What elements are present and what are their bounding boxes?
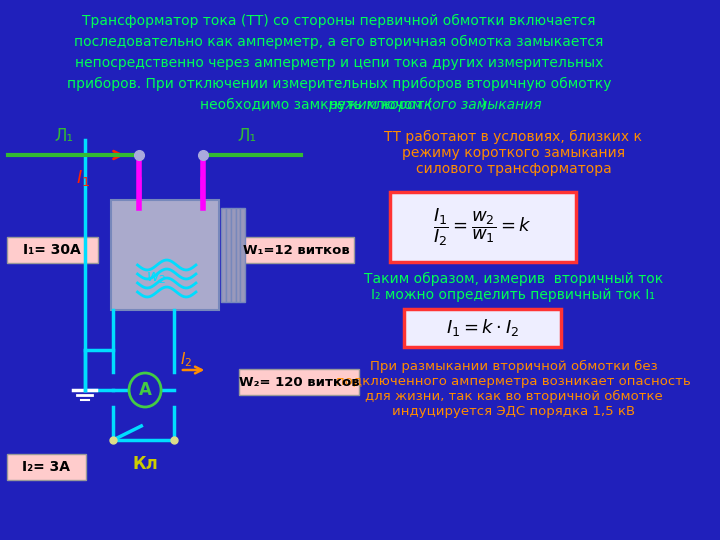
Circle shape (129, 373, 161, 407)
Text: ТТ работают в условиях, близких к
режиму короткого замыкания
силового трансформа: ТТ работают в условиях, близких к режиму… (384, 130, 642, 177)
Bar (231, 208, 235, 302)
Text: $I_2$: $I_2$ (180, 350, 192, 369)
Text: $w_2$: $w_2$ (146, 270, 166, 286)
Text: $\dfrac{I_1}{I_2} = \dfrac{w_2}{w_1} = k$: $\dfrac{I_1}{I_2} = \dfrac{w_2}{w_1} = k… (433, 206, 531, 248)
Bar (125, 215, 205, 295)
Text: приборов. При отключении измерительных приборов вторичную обмотку: приборов. При отключении измерительных п… (67, 77, 611, 91)
Bar (240, 208, 245, 302)
Text: При размыкании вторичной обмотки без
подключенного амперметра возникает опасност: При размыкании вторичной обмотки без под… (336, 360, 690, 418)
Text: Таким образом, измерив  вторичный ток
I₂ можно определить первичный ток I₁: Таким образом, измерив вторичный ток I₂ … (364, 272, 663, 302)
Text: I₂= 3А: I₂= 3А (22, 460, 70, 474)
Bar (221, 208, 226, 302)
Text: Кл: Кл (132, 455, 158, 473)
Bar (235, 208, 240, 302)
FancyBboxPatch shape (6, 237, 98, 263)
Text: I₁= 30А: I₁= 30А (24, 243, 81, 257)
Text: Трансформатор тока (ТТ) со стороны первичной обмотки включается: Трансформатор тока (ТТ) со стороны перви… (82, 14, 596, 28)
Text: непосредственно через амперметр и цепи тока других измерительных: непосредственно через амперметр и цепи т… (75, 56, 603, 70)
FancyBboxPatch shape (404, 309, 562, 347)
Text: последовательно как амперметр, а его вторичная обмотка замыкается: последовательно как амперметр, а его вто… (74, 35, 604, 49)
Bar (130, 220, 201, 290)
Text: ): ) (480, 98, 486, 112)
FancyBboxPatch shape (239, 237, 354, 263)
Bar (111, 200, 220, 310)
Text: $w_1$: $w_1$ (156, 205, 176, 221)
Text: $I_1$: $I_1$ (76, 168, 90, 188)
Text: W₁=12 витков: W₁=12 витков (243, 244, 350, 256)
FancyBboxPatch shape (390, 192, 575, 262)
FancyBboxPatch shape (6, 454, 86, 480)
Text: $I_1 = k \cdot I_2$: $I_1 = k \cdot I_2$ (446, 318, 519, 339)
Text: режим короткого замыкания: режим короткого замыкания (328, 98, 541, 112)
Text: W₂= 120 витков: W₂= 120 витков (239, 375, 359, 388)
Bar (116, 205, 215, 305)
Bar (226, 208, 231, 302)
Bar (120, 210, 210, 300)
Text: необходимо замкнуть ключом (: необходимо замкнуть ключом ( (199, 98, 433, 112)
Text: A: A (139, 381, 151, 399)
FancyBboxPatch shape (239, 369, 359, 395)
Text: Л₁: Л₁ (55, 127, 73, 145)
Text: Л₁: Л₁ (238, 127, 256, 145)
